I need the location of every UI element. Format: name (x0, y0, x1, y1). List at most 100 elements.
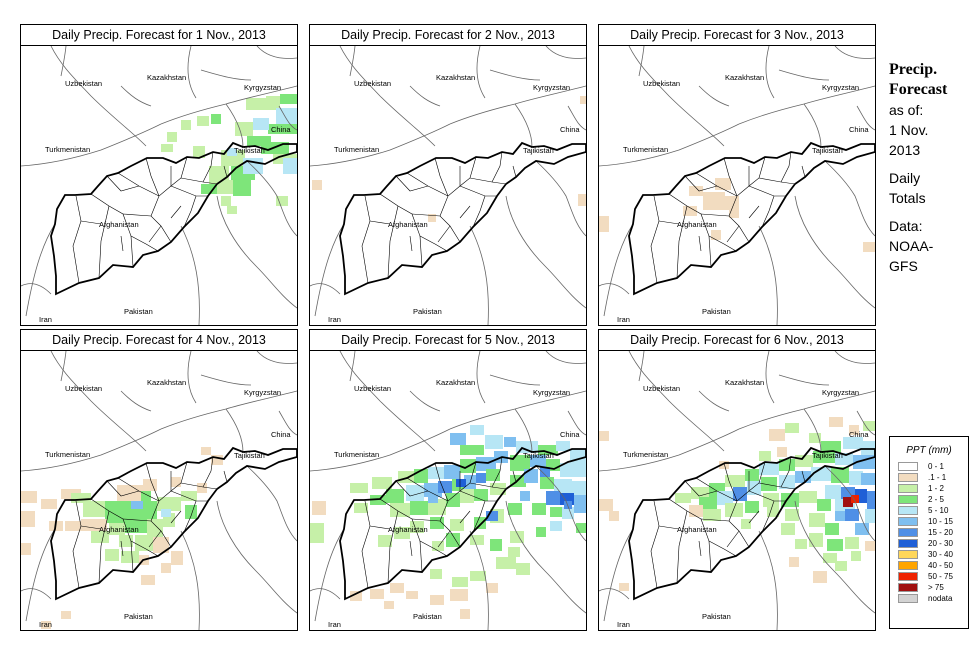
precip-cell (143, 479, 157, 491)
province-border (469, 177, 507, 185)
country-border (856, 105, 875, 131)
country-label-kazakhstan: Kazakhstan (436, 378, 475, 387)
province-border (439, 156, 477, 217)
country-border (567, 410, 586, 436)
country-border (50, 351, 147, 452)
precip-cell (779, 459, 795, 471)
country-label-china: China (849, 430, 869, 439)
precip-cell (516, 563, 530, 575)
country-label-india: India (259, 629, 276, 630)
country-label-china: China (271, 125, 291, 134)
panel-title: Daily Precip. Forecast for 6 Nov., 2013 (598, 329, 876, 351)
country-border (567, 105, 586, 131)
precip-cell (540, 477, 554, 489)
precip-cell (370, 589, 384, 599)
precip-cell (769, 429, 785, 441)
legend-title: PPT (mm) (906, 445, 952, 456)
country-border (339, 46, 436, 147)
afghanistan-outline (339, 446, 586, 601)
precip-cell (193, 146, 205, 158)
country-label-pakistan: Pakistan (702, 307, 731, 316)
precip-cell (562, 507, 574, 519)
precip-cell (211, 455, 223, 465)
precip-cell (233, 180, 251, 196)
precip-cell (378, 535, 392, 547)
country-border (628, 46, 725, 147)
forecast-panel-4: Daily Precip. Forecast for 4 Nov., 2013 … (20, 329, 298, 632)
country-label-tajikistan: Tajikistan (234, 146, 265, 155)
precip-cell (675, 493, 691, 503)
country-border (545, 46, 586, 59)
province-border (117, 172, 160, 197)
legend-swatch (898, 583, 918, 592)
province-border (130, 540, 159, 557)
map-svg: Uzbekistan Kazakhstan Kyrgyzstan China Turkm… (310, 351, 586, 630)
country-border (21, 123, 162, 167)
precip-cell (446, 493, 460, 507)
legend-swatch (898, 594, 918, 603)
precip-cell (715, 178, 731, 190)
precip-cell (41, 621, 51, 629)
precip-cell (21, 543, 31, 555)
country-border (120, 85, 152, 107)
afghanistan-outline (50, 446, 297, 601)
province-border (684, 480, 718, 497)
precip-legend: PPT (mm) 0 - 1 .1 - 1 1 - 2 2 - 5 5 - 10 10 -… (889, 436, 969, 629)
precip-cell (767, 507, 779, 517)
province-border (658, 525, 680, 530)
country-label-kyrgyzstan: Kyrgyzstan (533, 83, 570, 92)
precip-cell (574, 495, 586, 513)
precip-map: Uzbekistan Kazakhstan Kyrgyzstan China Turkm… (20, 350, 298, 631)
country-border (25, 223, 56, 317)
province-border (472, 195, 486, 228)
province-borders (650, 456, 806, 589)
country-border (535, 465, 586, 542)
precip-cell (119, 535, 133, 547)
country-label-iran: Iran (328, 315, 341, 324)
province-border (120, 540, 124, 557)
precip-cell (470, 425, 484, 435)
province-border (726, 530, 740, 548)
province-border (491, 456, 503, 488)
precip-cell (430, 595, 444, 605)
province-border (122, 518, 172, 548)
precip-cell (863, 421, 875, 431)
precip-map: Uzbekistan Kazakhstan Kyrgyzstan China Turkm… (20, 45, 298, 326)
province-border (409, 540, 413, 557)
precip-cell (141, 575, 155, 585)
precip-cell (181, 491, 197, 501)
province-border (676, 205, 688, 279)
precip-cell (65, 521, 81, 531)
country-label-iran: Iran (328, 620, 341, 629)
precip-cell (428, 214, 436, 222)
precip-cell (849, 425, 859, 435)
precip-cell (161, 509, 171, 517)
side-heading-1: Precip. (889, 61, 938, 78)
legend-swatch (898, 462, 918, 471)
panel-title: Daily Precip. Forecast for 4 Nov., 2013 (20, 329, 298, 351)
precip-cell (428, 493, 438, 503)
precip-cell (745, 501, 759, 513)
legend-label: 5 - 10 (928, 506, 949, 515)
map-svg: Uzbekistan Kazakhstan Kyrgyzstan China Turkm… (21, 351, 297, 630)
precip-cell (406, 485, 424, 501)
precip-cell (865, 541, 875, 551)
legend-item: 50 - 75 (898, 571, 968, 582)
precip-cell (835, 561, 847, 571)
country-label-afghanistan: Afghanistan (677, 525, 717, 534)
province-border (758, 177, 796, 185)
province-border (780, 151, 792, 183)
country-border (310, 283, 341, 295)
panel-title: Daily Precip. Forecast for 1 Nov., 2013 (20, 24, 298, 46)
country-border (638, 351, 645, 382)
precip-cell (253, 118, 269, 130)
country-label-uzbekistan: Uzbekistan (65, 79, 102, 88)
precip-cell (372, 477, 392, 489)
province-border (700, 518, 750, 548)
precip-cell (197, 116, 209, 126)
precip-cell (809, 433, 821, 443)
daily-label: Daily (889, 170, 921, 186)
precip-cell (851, 551, 861, 561)
side-info: Precip. Forecast as of: 1 Nov. 2013 Dail… (889, 60, 971, 276)
country-border (409, 85, 441, 107)
